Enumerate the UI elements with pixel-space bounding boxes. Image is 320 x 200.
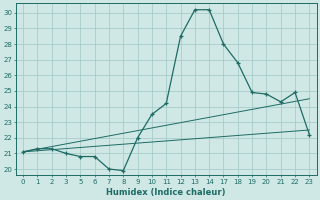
X-axis label: Humidex (Indice chaleur): Humidex (Indice chaleur): [107, 188, 226, 197]
